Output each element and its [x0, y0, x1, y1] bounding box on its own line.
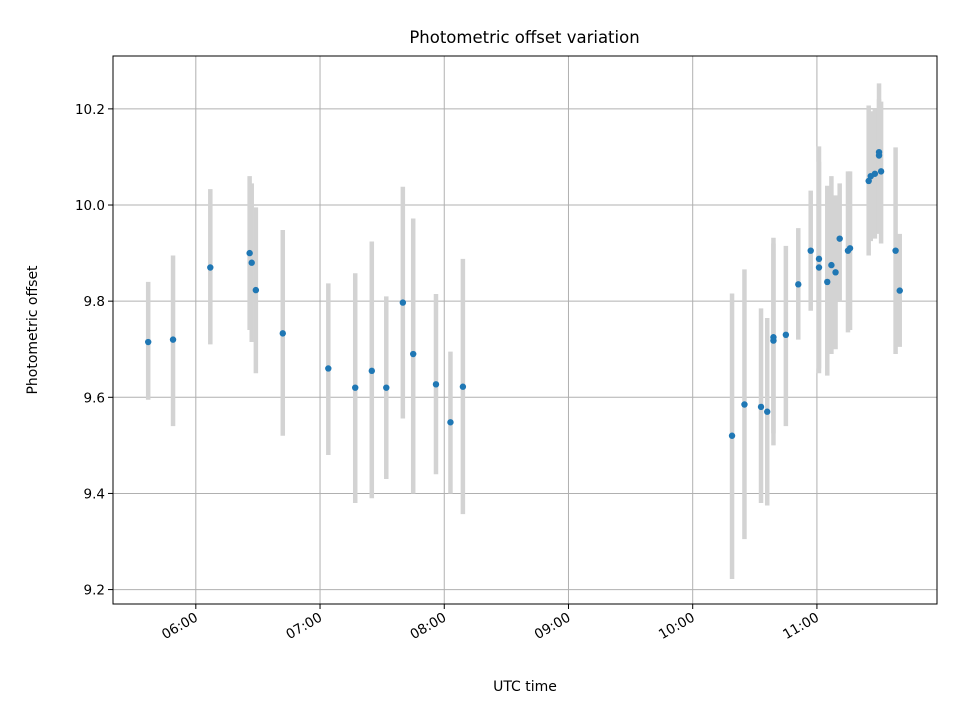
- data-point: [770, 334, 777, 341]
- data-point: [877, 168, 885, 175]
- data-point: [432, 381, 440, 388]
- y-axis-label: Photometric offset: [25, 265, 41, 395]
- data-point: [896, 287, 903, 294]
- data-point: [832, 269, 839, 276]
- data-point: [728, 432, 736, 439]
- data-point: [871, 170, 879, 177]
- y-tick-label: 10.0: [75, 198, 105, 214]
- data-point: [807, 247, 814, 254]
- data-point: [352, 384, 359, 391]
- y-tick-label: 9.6: [84, 390, 105, 406]
- data-point: [828, 261, 835, 269]
- data-point: [248, 259, 255, 266]
- data-point: [865, 177, 872, 185]
- data-point: [399, 299, 407, 306]
- data-point: [836, 235, 843, 242]
- data-point: [246, 249, 253, 257]
- data-point: [447, 419, 454, 426]
- data-point: [459, 383, 467, 390]
- data-point: [325, 365, 332, 372]
- data-point: [368, 367, 375, 375]
- data-points: [144, 148, 903, 439]
- y-tick-label: 9.8: [84, 294, 105, 310]
- plot-area-frame: [112, 55, 938, 605]
- data-point: [795, 281, 802, 288]
- data-point: [279, 330, 286, 337]
- y-axis-ticks: 9.2 9.4 9.6 9.8 10.0 10.2: [75, 102, 113, 599]
- data-point: [815, 255, 823, 263]
- data-point: [875, 152, 883, 159]
- data-point: [764, 408, 771, 415]
- y-tick-label: 10.2: [75, 102, 105, 118]
- data-point: [383, 384, 390, 391]
- data-point: [207, 264, 214, 271]
- data-point: [846, 245, 854, 252]
- data-point: [252, 286, 260, 294]
- data-point: [169, 336, 177, 343]
- y-tick-label: 9.2: [84, 583, 105, 599]
- chart-title: Photometric offset variation: [409, 28, 639, 47]
- data-point: [410, 350, 417, 358]
- data-point: [741, 401, 748, 408]
- data-point: [824, 278, 831, 286]
- y-tick-label: 9.4: [84, 486, 105, 502]
- data-point: [815, 264, 823, 271]
- x-axis-label: UTC time: [493, 679, 557, 695]
- data-point: [892, 247, 899, 254]
- data-point: [782, 331, 790, 339]
- data-point: [757, 403, 765, 411]
- data-point: [144, 338, 152, 346]
